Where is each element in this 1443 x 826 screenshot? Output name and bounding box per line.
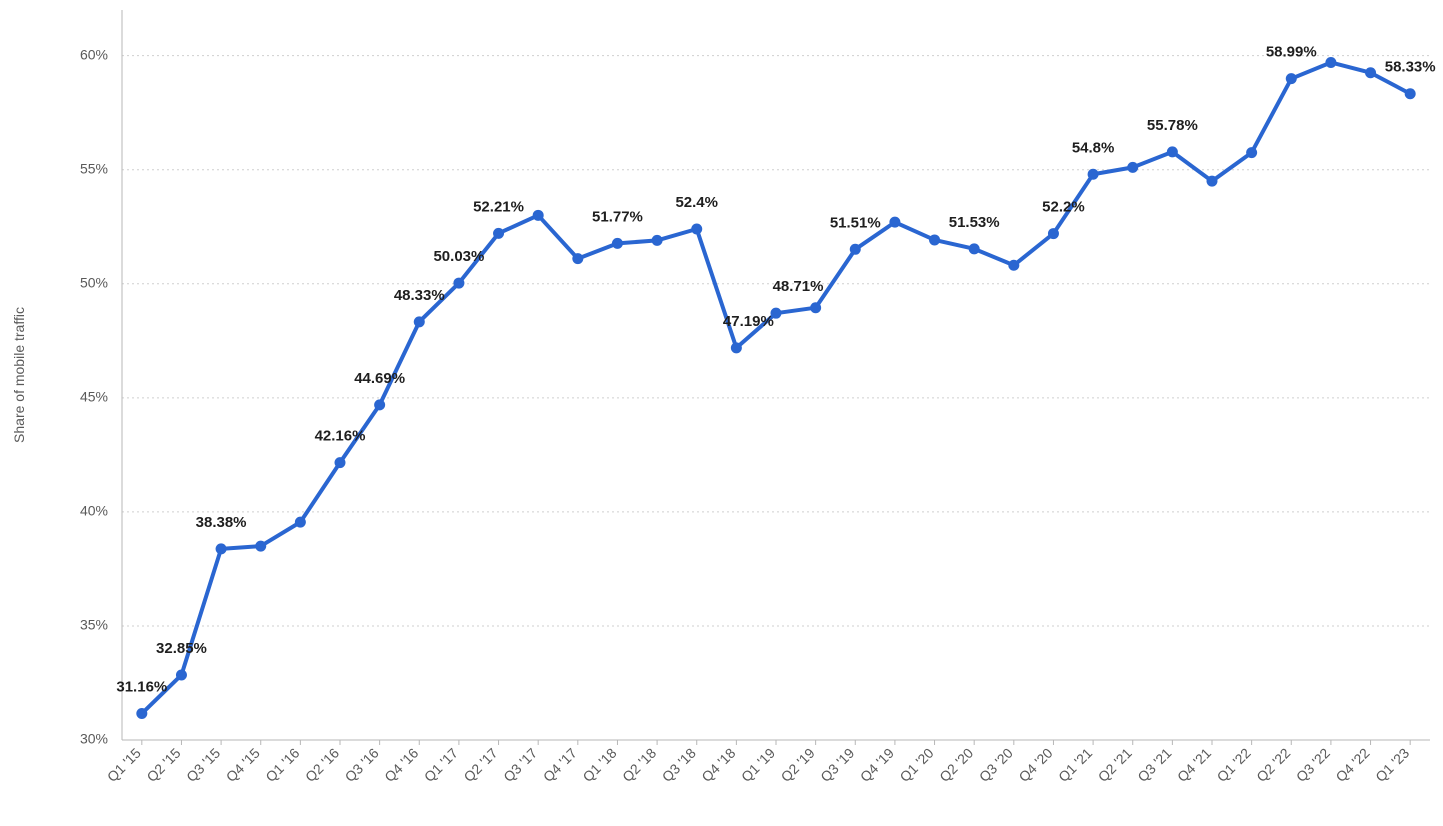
data-point[interactable]	[1127, 162, 1138, 173]
data-point[interactable]	[572, 253, 583, 264]
data-point[interactable]	[691, 224, 702, 235]
data-label: 32.85%	[156, 640, 207, 657]
data-label: 51.51%	[830, 214, 881, 231]
x-tick-label: Q2 '18	[619, 745, 659, 785]
x-tick-label: Q3 '16	[342, 745, 382, 785]
x-tick-label: Q1 '22	[1214, 745, 1254, 785]
x-tick-label: Q1 '20	[896, 745, 936, 785]
data-point[interactable]	[295, 517, 306, 528]
x-tick-label: Q2 '22	[1253, 745, 1293, 785]
x-tick-label: Q2 '20	[936, 745, 976, 785]
data-point[interactable]	[255, 541, 266, 552]
data-label: 50.03%	[433, 248, 484, 265]
data-point[interactable]	[335, 457, 346, 468]
y-tick-label: 30%	[80, 731, 108, 747]
x-tick-label: Q3 '19	[817, 745, 857, 785]
data-point[interactable]	[652, 235, 663, 246]
x-tick-label: Q3 '15	[183, 745, 223, 785]
data-label: 52.4%	[675, 194, 718, 211]
data-point[interactable]	[929, 234, 940, 245]
x-tick-label: Q2 '21	[1095, 745, 1135, 785]
data-point[interactable]	[493, 228, 504, 239]
x-tick-label: Q2 '19	[778, 745, 818, 785]
data-point[interactable]	[414, 316, 425, 327]
data-point[interactable]	[969, 243, 980, 254]
data-label: 52.2%	[1042, 199, 1085, 216]
x-tick-label: Q1 '23	[1372, 745, 1412, 785]
x-tick-label: Q1 '15	[104, 745, 144, 785]
x-tick-label: Q4 '18	[698, 745, 738, 785]
data-line	[142, 62, 1410, 713]
data-label: 42.16%	[315, 428, 366, 445]
data-label: 51.53%	[949, 214, 1000, 231]
x-tick-label: Q1 '17	[421, 745, 461, 785]
x-tick-label: Q4 '20	[1015, 745, 1055, 785]
data-point[interactable]	[176, 669, 187, 680]
data-point[interactable]	[850, 244, 861, 255]
data-label: 48.33%	[394, 287, 445, 304]
x-tick-label: Q1 '21	[1055, 745, 1095, 785]
y-tick-label: 45%	[80, 389, 108, 405]
x-tick-label: Q4 '15	[223, 745, 263, 785]
x-tick-label: Q1 '18	[579, 745, 619, 785]
data-point[interactable]	[731, 342, 742, 353]
data-label: 52.21%	[473, 198, 524, 215]
x-tick-label: Q3 '17	[500, 745, 540, 785]
data-point[interactable]	[1405, 88, 1416, 99]
x-tick-label: Q2 '15	[143, 745, 183, 785]
data-label: 47.19%	[723, 313, 774, 330]
data-point[interactable]	[453, 278, 464, 289]
data-label: 48.71%	[773, 278, 824, 295]
chart-svg: 30%35%40%45%50%55%60%Q1 '15Q2 '15Q3 '15Q…	[0, 0, 1443, 826]
data-point[interactable]	[1048, 228, 1059, 239]
data-label: 38.38%	[196, 514, 247, 531]
x-tick-label: Q1 '19	[738, 745, 778, 785]
y-tick-label: 40%	[80, 503, 108, 519]
x-tick-label: Q3 '22	[1293, 745, 1333, 785]
x-tick-label: Q2 '16	[302, 745, 342, 785]
x-tick-label: Q4 '17	[540, 745, 580, 785]
x-tick-label: Q3 '20	[976, 745, 1016, 785]
data-point[interactable]	[1246, 147, 1257, 158]
data-point[interactable]	[216, 543, 227, 554]
data-point[interactable]	[1088, 169, 1099, 180]
data-point[interactable]	[810, 302, 821, 313]
y-tick-label: 60%	[80, 46, 108, 62]
data-label: 54.8%	[1072, 139, 1115, 156]
y-tick-label: 35%	[80, 617, 108, 633]
data-point[interactable]	[1167, 146, 1178, 157]
data-point[interactable]	[136, 708, 147, 719]
y-tick-label: 55%	[80, 160, 108, 176]
y-tick-label: 50%	[80, 274, 108, 290]
data-point[interactable]	[1008, 260, 1019, 271]
data-label: 55.78%	[1147, 117, 1198, 134]
data-point[interactable]	[1286, 73, 1297, 84]
y-axis-title: Share of mobile traffic	[11, 307, 27, 443]
data-point[interactable]	[1207, 176, 1218, 187]
data-point[interactable]	[374, 399, 385, 410]
x-tick-label: Q4 '21	[1174, 745, 1214, 785]
x-tick-label: Q4 '16	[381, 745, 421, 785]
data-point[interactable]	[612, 238, 623, 249]
data-point[interactable]	[1365, 67, 1376, 78]
data-point[interactable]	[1325, 57, 1336, 68]
x-tick-label: Q1 '16	[262, 745, 302, 785]
x-tick-label: Q3 '18	[659, 745, 699, 785]
data-point[interactable]	[889, 217, 900, 228]
x-tick-label: Q3 '21	[1134, 745, 1174, 785]
data-label: 31.16%	[116, 679, 167, 696]
x-tick-label: Q4 '19	[857, 745, 897, 785]
data-label: 44.69%	[354, 370, 405, 387]
data-label: 58.99%	[1266, 44, 1317, 61]
data-label: 58.33%	[1385, 59, 1436, 76]
x-tick-label: Q4 '22	[1332, 745, 1372, 785]
mobile-traffic-share-chart: 30%35%40%45%50%55%60%Q1 '15Q2 '15Q3 '15Q…	[0, 0, 1443, 826]
data-point[interactable]	[533, 210, 544, 221]
x-tick-label: Q2 '17	[460, 745, 500, 785]
data-label: 51.77%	[592, 208, 643, 225]
